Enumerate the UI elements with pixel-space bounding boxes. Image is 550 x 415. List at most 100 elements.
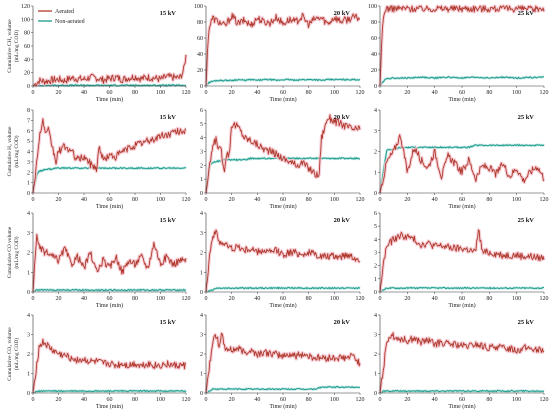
- y-tick-label: 5: [27, 139, 30, 145]
- y-tick-label: 2: [374, 150, 377, 156]
- x-axis-label: Time (min): [96, 403, 123, 410]
- y-tick-label: 4: [374, 237, 377, 243]
- x-tick-label: 60: [459, 90, 465, 96]
- x-tick-label: 60: [280, 296, 286, 302]
- x-tick-label: 40: [254, 397, 260, 403]
- y-tick-label: 2: [27, 170, 30, 176]
- y-tick-label: 20: [371, 68, 377, 74]
- y-tick-label: 40: [197, 52, 203, 58]
- series-line-non-aerated: [32, 167, 187, 194]
- y-tick-label: 3: [200, 150, 203, 156]
- y-axis-label: (mL/mg COD): [13, 30, 20, 62]
- x-tick-label: 20: [229, 197, 235, 203]
- series-line-non-aerated: [379, 144, 545, 194]
- y-tick-label: 4: [200, 136, 203, 142]
- voltage-label: 25 kV: [518, 217, 535, 224]
- x-tick-label: 60: [459, 197, 465, 203]
- series-error-band: [31, 166, 187, 194]
- series-line-non-aerated: [205, 286, 361, 293]
- x-tick-label: 40: [81, 90, 87, 96]
- x-tick-label: 0: [379, 197, 382, 203]
- x-tick-label: 60: [107, 90, 113, 96]
- series-line-aerated: [379, 5, 545, 87]
- x-tick-label: 20: [229, 296, 235, 302]
- series-line-aerated: [32, 234, 187, 293]
- x-tick-label: 80: [306, 90, 312, 96]
- y-tick-label: 3: [374, 251, 377, 257]
- voltage-label: 20 kV: [334, 114, 351, 121]
- y-tick-label: 6: [200, 108, 203, 114]
- y-tick-label: 2: [200, 163, 203, 169]
- voltage-label: 15 kV: [160, 114, 177, 121]
- x-tick-label: 40: [432, 197, 438, 203]
- y-tick-label: 4: [27, 150, 30, 156]
- series-error-band: [378, 228, 546, 293]
- y-tick-label: 2: [200, 251, 203, 257]
- x-tick-label: 80: [486, 296, 492, 302]
- y-tick-label: 0: [374, 84, 377, 90]
- y-tick-label: 1: [374, 170, 377, 176]
- x-tick-label: 20: [404, 397, 410, 403]
- x-tick-label: 20: [404, 197, 410, 203]
- y-tick-label: 3: [374, 333, 377, 339]
- y-tick-label: 3: [27, 231, 30, 237]
- x-axis-label: Time (min): [269, 302, 296, 309]
- x-tick-label: 20: [229, 90, 235, 96]
- voltage-label: 20 kV: [334, 319, 351, 326]
- x-axis-label: Time (min): [448, 96, 475, 103]
- y-axis-label: Cumulative H₂ volume: [7, 126, 13, 176]
- series-line-non-aerated: [205, 78, 361, 87]
- y-tick-label: 4: [374, 313, 377, 319]
- y-tick-label: 40: [24, 57, 30, 63]
- series-line-aerated: [205, 13, 360, 87]
- y-tick-label: 0: [27, 391, 30, 397]
- x-tick-label: 120: [540, 397, 549, 403]
- x-axis-label: Time (min): [269, 96, 296, 103]
- y-axis-label: Cumulative CH₄ volume: [7, 19, 13, 73]
- y-tick-label: 2: [27, 352, 30, 358]
- series-line-aerated: [32, 54, 187, 87]
- x-tick-label: 120: [182, 397, 191, 403]
- x-tick-label: 0: [32, 90, 35, 96]
- y-axis-label: (mL/mg COD): [13, 338, 20, 370]
- x-tick-label: 60: [280, 397, 286, 403]
- x-tick-label: 100: [156, 296, 165, 302]
- y-tick-label: 80: [24, 31, 30, 37]
- y-axis-label: Cumulative CO volume: [7, 226, 13, 278]
- x-tick-label: 0: [205, 197, 208, 203]
- x-tick-label: 120: [540, 296, 549, 302]
- series-line-aerated: [205, 229, 361, 293]
- x-tick-label: 100: [512, 197, 521, 203]
- series-line-non-aerated: [205, 386, 361, 394]
- series-error-band: [378, 331, 545, 394]
- x-tick-label: 40: [81, 197, 87, 203]
- series-line-non-aerated: [32, 84, 187, 87]
- x-tick-label: 100: [330, 296, 339, 302]
- y-tick-label: 1: [27, 270, 30, 276]
- x-tick-label: 120: [356, 90, 365, 96]
- y-tick-label: 60: [24, 44, 30, 50]
- y-tick-label: 80: [371, 20, 377, 26]
- x-tick-label: 40: [254, 197, 260, 203]
- x-tick-label: 80: [132, 296, 138, 302]
- x-tick-label: 0: [205, 90, 208, 96]
- x-tick-label: 100: [156, 197, 165, 203]
- x-tick-label: 60: [459, 397, 465, 403]
- y-tick-label: 1: [200, 270, 203, 276]
- x-axis-label: Time (min): [96, 96, 123, 103]
- y-tick-label: 5: [200, 122, 203, 128]
- x-tick-label: 80: [306, 397, 312, 403]
- x-tick-label: 120: [540, 90, 549, 96]
- series-line-aerated: [379, 134, 545, 194]
- x-axis-label: Time (min): [448, 302, 475, 309]
- y-tick-label: 1: [200, 372, 203, 378]
- y-tick-label: 2: [374, 352, 377, 358]
- chart-panel: 0 20 40 60 80 100 0 20 40 60 80 100 120 Time (min) 25 …: [368, 4, 549, 103]
- x-tick-label: 80: [306, 296, 312, 302]
- y-tick-label: 3: [27, 333, 30, 339]
